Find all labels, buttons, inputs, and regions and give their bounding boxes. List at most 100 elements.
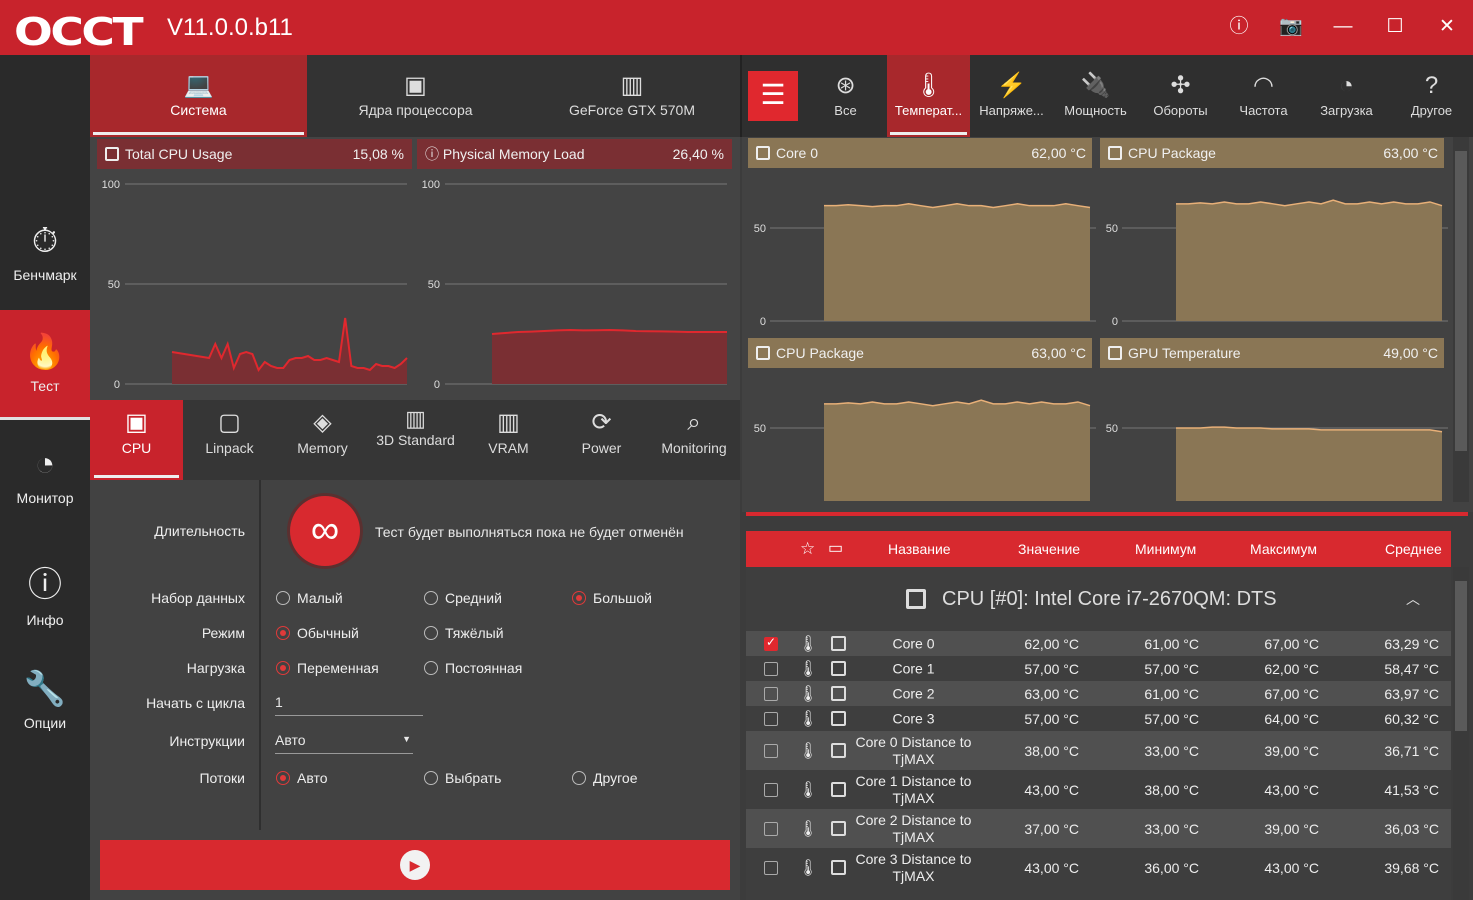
dataset-medium-radio[interactable]: Средний xyxy=(424,590,502,606)
threads-auto-radio[interactable]: Авто xyxy=(276,770,328,786)
tab-memory[interactable]: ◈ Memory xyxy=(276,400,369,480)
mode-heavy-radio[interactable]: Тяжёлый xyxy=(424,625,504,641)
tab-sensor-2[interactable]: ⚡ Напряже... xyxy=(970,55,1053,137)
tab-monitoring[interactable]: ⌕ Monitoring xyxy=(648,400,740,480)
row-checkbox[interactable] xyxy=(764,860,778,875)
tab-cpu-test[interactable]: ▣ CPU xyxy=(90,400,183,480)
row-checkbox[interactable] xyxy=(764,782,778,797)
gpu-icon: ▥ xyxy=(497,409,520,436)
sensor-max: 64,00 °C xyxy=(1264,710,1319,727)
info-icon[interactable]: ⓘ xyxy=(1229,16,1249,37)
table-row[interactable]: 🌡 Core 3 57,00 °C 57,00 °C 64,00 °C 60,3… xyxy=(746,706,1451,731)
chevron-up-icon[interactable]: ︿ xyxy=(1406,591,1420,607)
sensor-tabs: ☰ ⊛ Все 🌡 Температ... ⚡ Напряже... 🔌 Мощность ✣ О… xyxy=(740,55,1473,137)
start-test-button[interactable]: ▶ xyxy=(100,840,730,890)
sensor-name: Core 1 xyxy=(892,660,935,676)
table-row[interactable]: 🌡 Core 2 63,00 °C 61,00 °C 67,00 °C 63,9… xyxy=(746,681,1451,706)
tab-system[interactable]: 💻 Система xyxy=(90,55,307,137)
temp-chart: 50 xyxy=(1106,423,1448,501)
row-checkbox[interactable] xyxy=(764,686,778,701)
sidebar-item-test[interactable]: 🔥 Тест xyxy=(0,310,90,420)
tab-linpack[interactable]: ▢ Linpack xyxy=(183,400,276,480)
column-value[interactable]: Значение xyxy=(1018,541,1081,557)
thermometer-icon: 🌡 xyxy=(798,685,819,703)
temp-area xyxy=(824,203,1090,321)
table-row[interactable]: 🌡 Core 0 62,00 °C 61,00 °C 67,00 °C 63,2… xyxy=(746,631,1451,656)
table-row[interactable]: 🌡 Core 2 Distance to TjMAX 37,00 °C 33,0… xyxy=(746,809,1451,848)
row-checkbox[interactable] xyxy=(764,661,778,676)
table-scrollbar[interactable] xyxy=(1453,567,1469,900)
table-row[interactable]: 🌡 Core 1 57,00 °C 57,00 °C 62,00 °C 58,4… xyxy=(746,656,1451,681)
tab-power[interactable]: ⟳ Power xyxy=(555,400,648,480)
menu-button[interactable]: ☰ xyxy=(748,71,798,121)
tab-sensor-5[interactable]: ◠ Частота xyxy=(1222,55,1305,137)
dataset-small-radio[interactable]: Малый xyxy=(276,590,343,606)
tab-sensor-4[interactable]: ✣ Обороты xyxy=(1139,55,1222,137)
duration-label: Длительность xyxy=(154,523,245,539)
tab-cpu-cores[interactable]: ▣ Ядра процессора xyxy=(307,55,524,137)
tab-sensor-3[interactable]: 🔌 Мощность xyxy=(1054,55,1137,137)
chart-value: 62,00 °C xyxy=(1031,145,1086,161)
temp-area xyxy=(824,400,1090,501)
sidebar-item-info[interactable]: ⓘ Инфо xyxy=(0,535,90,645)
y-tick-label: 100 xyxy=(102,179,120,191)
threads-other-radio[interactable]: Другое xyxy=(572,770,637,786)
row-checkbox[interactable] xyxy=(764,711,778,726)
sensor-name: Core 2 Distance to TjMAX xyxy=(855,811,972,845)
tab-3d-standard[interactable]: ▥ 3D Standard xyxy=(369,400,462,480)
sensor-group-header[interactable]: CPU [#0]: Intel Core i7-2670QM: DTS ︿ xyxy=(746,567,1451,631)
tab-sensor-1[interactable]: 🌡 Температ... xyxy=(887,55,970,137)
instructions-label: Инструкции xyxy=(169,733,245,749)
column-avg[interactable]: Среднее xyxy=(1385,541,1442,557)
splitter-handle[interactable] xyxy=(746,512,1468,516)
chart-value: 26,40 % xyxy=(672,146,724,162)
tab-vram[interactable]: ▥ VRAM xyxy=(462,400,555,480)
sensor-min: 33,00 °C xyxy=(1144,742,1199,759)
table-row[interactable]: 🌡 Core 3 Distance to TjMAX 43,00 °C 36,0… xyxy=(746,848,1451,887)
tab-label: Power xyxy=(581,440,622,456)
load-variable-radio[interactable]: Переменная xyxy=(276,660,379,676)
tab-sensor-0[interactable]: ⊛ Все xyxy=(804,55,887,137)
close-icon[interactable]: ✕ xyxy=(1439,16,1455,37)
column-name[interactable]: Название xyxy=(888,541,951,557)
temp-line xyxy=(1176,426,1443,433)
row-checkbox[interactable] xyxy=(764,635,778,651)
threads-label: Потоки xyxy=(199,770,245,786)
dataset-large-radio[interactable]: Большой xyxy=(572,590,652,606)
column-max[interactable]: Максимум xyxy=(1250,541,1317,557)
temp-line xyxy=(824,399,1091,407)
test-tabs: ▣ CPU ▢ Linpack ◈ Memory ▥ 3D Standard ▥ VRAM… xyxy=(90,400,740,480)
instructions-value: Авто xyxy=(275,732,306,748)
threads-select-radio[interactable]: Выбрать xyxy=(424,770,501,786)
y-tick-label: 0 xyxy=(1112,316,1118,328)
minimize-icon[interactable]: — xyxy=(1333,16,1353,37)
table-row[interactable]: 🌡 Core 1 Distance to TjMAX 43,00 °C 38,0… xyxy=(746,770,1451,809)
table-row[interactable]: 🌡 Core 0 Distance to TjMAX 38,00 °C 33,0… xyxy=(746,731,1451,770)
laptop-icon[interactable]: ▭ xyxy=(828,540,844,557)
row-checkbox[interactable] xyxy=(764,743,778,758)
tab-gpu[interactable]: ▥ GeForce GTX 570M xyxy=(524,55,740,137)
maximize-icon[interactable]: ☐ xyxy=(1386,16,1404,37)
search-icon: ⌕ xyxy=(687,409,701,436)
camera-icon[interactable]: 📷 xyxy=(1279,16,1303,37)
charts-scrollbar[interactable] xyxy=(1453,137,1469,502)
tab-sensor-7[interactable]: ? Другое xyxy=(1390,55,1473,137)
tab-sensor-6[interactable]: ◔ Загрузка xyxy=(1305,55,1388,137)
sidebar-item-benchmark[interactable]: ⏱ Бенчмарк xyxy=(0,200,90,310)
gpu-icon: ▥ xyxy=(620,72,644,99)
y-tick-label: 50 xyxy=(754,423,766,435)
sidebar-item-options[interactable]: 🔧 Опции xyxy=(0,647,90,757)
sidebar-item-monitor[interactable]: ◔ Монитор xyxy=(0,423,90,533)
sensor-name: Core 0 xyxy=(892,635,935,651)
sensor-avg: 58,47 °C xyxy=(1384,660,1439,677)
star-icon[interactable]: ☆ xyxy=(800,539,816,558)
wrench-icon: 🔧 xyxy=(23,670,67,708)
infinity-duration-button[interactable]: ∞ xyxy=(290,496,360,566)
system-tabs: 💻 Система ▣ Ядра процессора ▥ GeForce GTX 5… xyxy=(90,55,740,137)
mode-normal-radio[interactable]: Обычный xyxy=(276,625,359,641)
row-checkbox[interactable] xyxy=(764,821,778,836)
load-constant-radio[interactable]: Постоянная xyxy=(424,660,522,676)
start-cycle-input[interactable]: 1 xyxy=(275,688,423,716)
column-min[interactable]: Минимум xyxy=(1135,541,1197,557)
instructions-select[interactable]: Авто ▼ xyxy=(275,726,413,754)
